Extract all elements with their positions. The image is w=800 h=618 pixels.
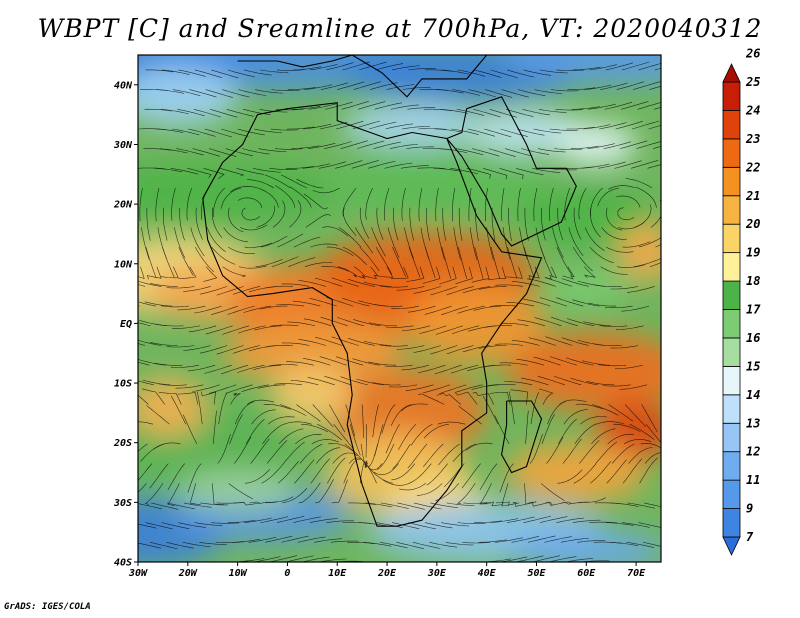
lon-tick-label: 30E — [427, 568, 447, 579]
lon-tick-label: 20E — [377, 568, 397, 579]
coastlines — [202, 55, 577, 527]
map-axes: 30W 20W 10W 0 10E 20E 30E 40E 50E 60E 70E 40N 30N 20N… — [113, 80, 646, 579]
lat-tick-label: 20N — [113, 200, 133, 211]
lon-tick-label: 50E — [527, 568, 546, 579]
lat-tick-label: 30S — [113, 498, 132, 509]
lon-tick-label: 70E — [627, 568, 646, 579]
lon-tick-label: 40E — [478, 568, 497, 579]
lon-tick-label: 20W — [178, 568, 198, 579]
lat-tick-label: 40S — [114, 558, 132, 569]
wbpt-shading — [138, 55, 661, 562]
lon-tick-label: 10E — [328, 568, 347, 579]
lon-tick-label: 60E — [577, 568, 596, 579]
lat-tick-label: 30N — [113, 140, 133, 151]
map-frame — [137, 54, 662, 563]
lon-tick-label: 30W — [128, 568, 148, 579]
lat-tick-label: 40N — [114, 80, 133, 91]
map-title: WBPT [C] and Sreamline at 700hPa, VT: 20… — [37, 14, 763, 43]
lat-tick-label: 10S — [114, 379, 132, 390]
lon-tick-label: 10W — [229, 568, 248, 579]
lat-tick-label: 20S — [113, 438, 132, 449]
streamlines — [138, 61, 661, 562]
grads-credit: GrADS: IGES/COLA — [4, 602, 91, 612]
lon-tick-label: 0 — [284, 568, 290, 579]
lat-tick-label: EQ — [120, 319, 132, 330]
lat-tick-label: 10N — [114, 259, 133, 270]
